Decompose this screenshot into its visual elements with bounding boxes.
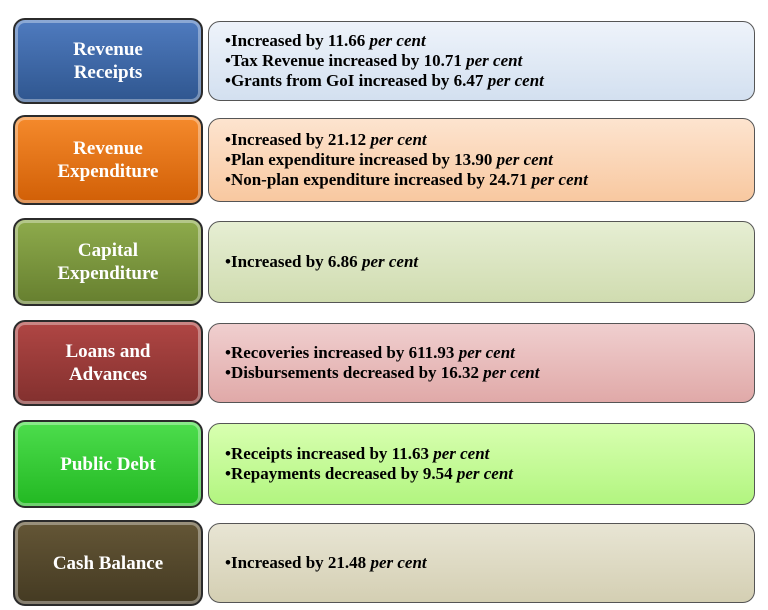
category-box: Cash Balance	[13, 520, 203, 606]
bullet-text: Increased by 6.86	[230, 252, 358, 271]
bullet-item: Repayments decreased by 9.54 per cent	[225, 464, 754, 484]
detail-box: Increased by 21.48 per cent	[208, 523, 755, 603]
bullet-text: Grants from GoI increased by 6.47	[230, 71, 484, 90]
bullet-text: Increased by 21.12	[230, 130, 367, 149]
bullet-item: Increased by 21.12 per cent	[225, 130, 754, 150]
bullet-text: Recoveries increased by 611.93	[230, 343, 455, 362]
bullet-text: Increased by 11.66	[230, 31, 366, 50]
bullet-item: Increased by 11.66 per cent	[225, 31, 754, 51]
bullet-unit: per cent	[361, 252, 419, 271]
bullet-unit: per cent	[496, 150, 553, 169]
bullet-unit: per cent	[456, 464, 514, 483]
category-label: Loans and	[65, 341, 151, 362]
bullet-text: Plan expenditure increased by 13.90	[230, 150, 493, 169]
category-box: Revenue Receipts	[13, 18, 203, 104]
detail-box: Receipts increased by 11.63 per centRepa…	[208, 423, 755, 505]
bullet-unit: per cent	[370, 553, 427, 572]
bullet-item: Increased by 6.86 per cent	[225, 252, 754, 272]
category-label: Cash Balance	[52, 552, 164, 574]
bullet-text: Non-plan expenditure increased by 24.71	[230, 170, 528, 189]
bullet-item: Tax Revenue increased by 10.71 per cent	[225, 51, 754, 71]
bullet-text: Increased by 21.48	[230, 553, 367, 572]
bullet-unit: per cent	[487, 71, 544, 90]
bullet-unit: per cent	[433, 444, 490, 463]
bullet-text: Tax Revenue increased by 10.71	[230, 51, 462, 70]
bullet-unit: per cent	[370, 130, 427, 149]
bullet-text: Disbursements decreased by 16.32	[230, 363, 480, 382]
bullet-unit: per cent	[458, 343, 515, 362]
bullet-text: Repayments decreased by 9.54	[230, 464, 453, 483]
bullet-unit: per cent	[531, 170, 588, 189]
category-label: Revenue	[73, 39, 143, 60]
bullet-text: Receipts increased by 11.63	[230, 444, 429, 463]
bullet-item: Recoveries increased by 611.93 per cent	[225, 343, 754, 363]
category-label: Receipts	[73, 62, 143, 83]
category-box: Loans and Advances	[13, 320, 203, 406]
category-label: Revenue	[73, 138, 143, 159]
category-box: Public Debt	[13, 420, 203, 508]
bullet-item: Disbursements decreased by 16.32 per cen…	[225, 363, 754, 383]
category-label: Public Debt	[60, 453, 156, 475]
bullet-unit: per cent	[466, 51, 523, 70]
bullet-unit: per cent	[369, 31, 426, 50]
bullet-item: Grants from GoI increased by 6.47 per ce…	[225, 71, 754, 91]
category-label: Advances	[68, 364, 148, 385]
bullet-item: Non-plan expenditure increased by 24.71 …	[225, 170, 754, 190]
category-box: Revenue Expenditure	[13, 115, 203, 205]
category-label: Capital	[77, 240, 139, 261]
bullet-item: Receipts increased by 11.63 per cent	[225, 444, 754, 464]
detail-box: Recoveries increased by 611.93 per centD…	[208, 323, 755, 403]
bullet-item: Increased by 21.48 per cent	[225, 553, 754, 573]
detail-box: Increased by 11.66 per centTax Revenue i…	[208, 21, 755, 101]
detail-box: Increased by 21.12 per centPlan expendit…	[208, 118, 755, 202]
category-label: Expenditure	[57, 263, 159, 284]
category-box: Capital Expenditure	[13, 218, 203, 306]
category-label: Expenditure	[57, 161, 159, 182]
detail-box: Increased by 6.86 per cent	[208, 221, 755, 303]
bullet-unit: per cent	[483, 363, 540, 382]
bullet-item: Plan expenditure increased by 13.90 per …	[225, 150, 754, 170]
